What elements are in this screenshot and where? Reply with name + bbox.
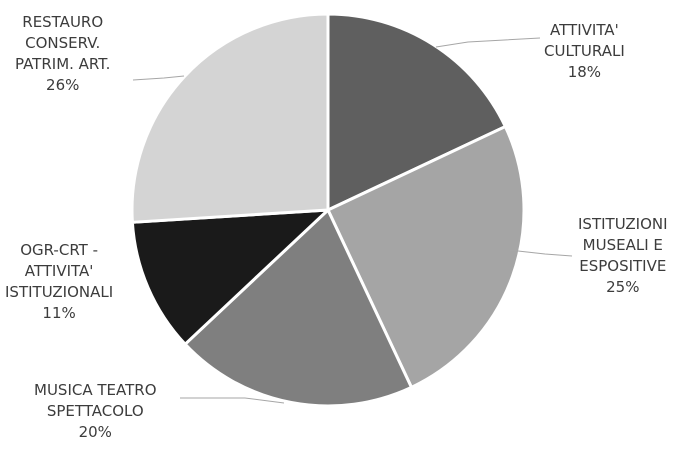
leader-line-musica-teatro [180,397,285,404]
pie-slice-restauro [130,12,330,224]
label-ogr-crt: OGR-CRT - ATTIVITA' ISTITUZIONALI 11% [5,241,114,322]
label-restauro: RESTAURO CONSERV. PATRIM. ART. 26% [15,13,111,94]
leader-line-restauro [132,75,185,81]
leader-line-attivita-culturali [435,37,541,48]
label-istituzioni-museali: ISTITUZIONI MUSEALI E ESPOSITIVE 25% [578,215,668,296]
pie-slice-attivita-culturali [326,12,507,212]
pie-slice-ogr-crt [130,208,330,346]
pie-slice-musica-teatro [183,208,413,408]
pie-slice-istituzioni-museali [326,125,526,389]
leader-line-istituzioni-museali [508,249,573,257]
label-attivita-culturali: ATTIVITA' CULTURALI 18% [544,21,625,81]
label-musica-teatro: MUSICA TEATRO SPETTACOLO 20% [34,381,157,441]
